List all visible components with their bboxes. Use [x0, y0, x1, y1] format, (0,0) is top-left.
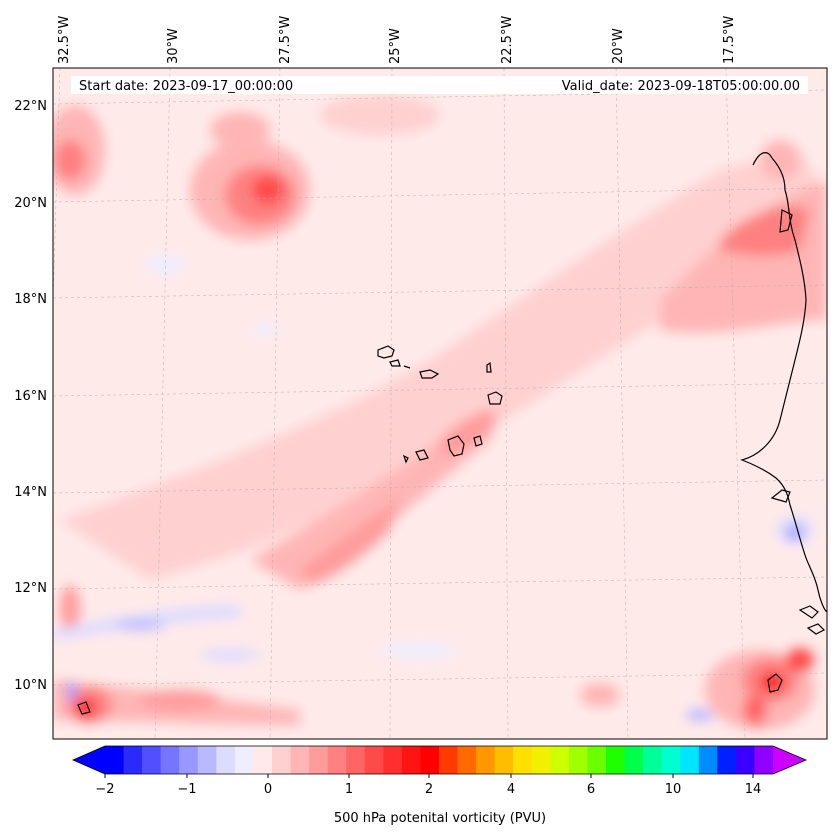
lon-label-17-5w: 17.5°W	[722, 16, 737, 64]
colorbar-tick-labels: −2 −1 0 1 2 4 6 10 14	[95, 782, 761, 797]
lon-label-22-5w: 22.5°W	[500, 16, 515, 64]
colorbar-cell	[309, 746, 329, 774]
lat-label-14n: 14°N	[14, 485, 47, 500]
lon-label-25w: 25°W	[388, 28, 403, 64]
lat-label-18n: 18°N	[14, 292, 47, 307]
colorbar-cell	[568, 746, 588, 774]
valid-date-label: Valid_date: 2023-09-18T05:00:00.00	[562, 79, 800, 94]
lat-label-16n: 16°N	[14, 389, 47, 404]
colorbar-ticks	[104, 774, 754, 778]
cb-tick-14: 14	[745, 782, 762, 797]
colorbar-cell	[142, 746, 162, 774]
colorbar-cell	[253, 746, 273, 774]
colorbar-cell	[401, 746, 421, 774]
colorbar-cell	[476, 746, 496, 774]
lon-label-30w: 30°W	[166, 28, 181, 64]
cb-tick-10: 10	[665, 782, 682, 797]
colorbar-cell	[494, 746, 514, 774]
colorbar-cell	[179, 746, 199, 774]
colorbar-cell	[197, 746, 217, 774]
colorbar-cell	[606, 746, 625, 774]
cb-tick-neg2: −2	[95, 782, 114, 797]
colorbar-extend-min	[73, 746, 105, 774]
colorbar-cell	[643, 746, 663, 774]
graticule	[53, 68, 827, 739]
colorbar-cell	[123, 746, 143, 774]
colorbar-cell	[680, 746, 700, 774]
colorbar-cell	[513, 746, 533, 774]
cb-tick-neg1: −1	[177, 782, 196, 797]
colorbar-cell	[327, 746, 347, 774]
colorbar-cell	[698, 746, 718, 774]
map-panel: Start date: 2023-09-17_00:00:00 Valid_da…	[52, 67, 828, 740]
start-date-label: Start date: 2023-09-17_00:00:00	[79, 79, 293, 94]
colorbar-cell	[550, 746, 570, 774]
colorbar-cell	[383, 746, 403, 774]
colorbar-cell	[439, 746, 458, 774]
cb-tick-0: 0	[264, 782, 272, 797]
colorbar-cell	[346, 746, 366, 774]
pv-field	[53, 95, 827, 730]
lon-label-32-5w: 32.5°W	[57, 16, 72, 64]
info-box	[71, 76, 808, 94]
colorbar-cell	[420, 746, 440, 774]
colorbar-cell	[234, 746, 254, 774]
colorbar-cell	[105, 746, 124, 774]
lat-label-20n: 20°N	[14, 196, 47, 211]
colorbar-cell	[290, 746, 310, 774]
colorbar-cell	[754, 746, 774, 774]
colorbar-cell	[587, 746, 607, 774]
colorbar: −2 −1 0 1 2 4 6 10 14 500 hPa potenital …	[72, 745, 808, 826]
colorbar-cell	[216, 746, 236, 774]
lat-label-12n: 12°N	[14, 581, 47, 596]
lat-label-10n: 10°N	[14, 678, 47, 693]
colorbar-cells	[105, 746, 774, 774]
colorbar-cell	[160, 746, 180, 774]
coastlines	[77, 152, 827, 715]
colorbar-cell	[272, 746, 291, 774]
colorbar-cell	[661, 746, 681, 774]
colorbar-cell	[735, 746, 755, 774]
colorbar-cell	[457, 746, 477, 774]
colorbar-cell	[717, 746, 737, 774]
cb-tick-2: 2	[425, 782, 433, 797]
latitude-labels: 22°N 20°N 18°N 16°N 14°N 12°N 10°N	[14, 99, 47, 693]
colorbar-label: 500 hPa potenital vorticity (PVU)	[334, 811, 546, 826]
colorbar-cell	[624, 746, 644, 774]
cb-tick-6: 6	[587, 782, 595, 797]
lat-label-22n: 22°N	[14, 99, 47, 114]
colorbar-cell	[364, 746, 384, 774]
cb-tick-1: 1	[345, 782, 353, 797]
cb-tick-4: 4	[507, 782, 515, 797]
longitude-labels: 32.5°W 30°W 27.5°W 25°W 22.5°W 20°W 17.5…	[57, 16, 737, 64]
colorbar-extend-max	[773, 746, 806, 774]
lon-label-27-5w: 27.5°W	[278, 16, 293, 64]
colorbar-cell	[531, 746, 551, 774]
map-frame	[52, 67, 828, 740]
lon-label-20w: 20°W	[611, 28, 626, 64]
